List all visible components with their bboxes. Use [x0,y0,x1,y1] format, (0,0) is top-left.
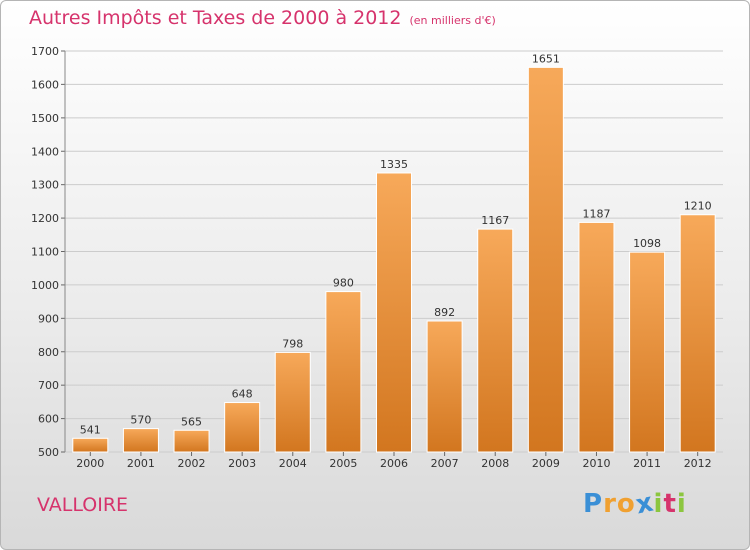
chart-subtitle: (en milliers d'€) [409,14,496,27]
bar-value-label: 1651 [532,52,560,65]
bar-2009 [527,66,564,453]
bar-2008 [477,228,514,453]
bar-2000 [72,437,109,453]
y-tick-label: 600 [38,413,59,426]
bar-2002 [173,429,210,453]
bar-2011 [629,251,666,453]
x-tick-label: 2002 [178,457,206,470]
x-tick-label: 2003 [228,457,256,470]
x-tick-label: 2004 [279,457,307,470]
x-tick-label: 2012 [684,457,712,470]
y-tick-label: 1100 [31,246,59,259]
bar-2005 [325,291,362,453]
bar-value-label: 980 [333,277,354,290]
y-axis-ticks: 500 600 700 800 900 1000 1100 1200 1300 1400 1500 1… [31,45,66,459]
x-tick-label: 2000 [76,457,104,470]
bar-value-label: 798 [282,337,303,350]
place-name: VALLOIRE [37,494,129,516]
x-axis-ticks: 2000 2001 2002 2003 2004 2005 2006 2007 2008 2009… [76,452,712,470]
bar-2010 [578,221,615,453]
y-tick-label: 500 [38,446,59,459]
logo-letter: o [616,489,636,519]
chart-title: Autres Impôts et Taxes de 2000 à 2012 (en… [29,7,496,29]
bar-value-label: 1335 [380,158,408,171]
bar-value-label: 1187 [582,207,610,220]
x-tick-label: 2006 [380,457,408,470]
bar-2006 [376,172,412,453]
bar-value-label: 1210 [684,200,712,213]
x-tick-label: 2011 [633,457,661,470]
bar-2003 [224,402,261,453]
bar-value-label: 1098 [633,237,661,250]
bars: 541 570 565 648 798 980 1335 892 1167 1651 1187 109… [72,52,716,453]
y-tick-label: 1400 [31,145,59,158]
bar-value-label: 541 [80,423,101,436]
y-tick-label: 1500 [31,112,59,125]
proxiti-logo: Proxiti [583,487,687,520]
x-tick-label: 2009 [532,457,560,470]
bar-value-label: 570 [130,414,151,427]
logo-letter: i [676,489,687,519]
y-tick-label: 800 [38,346,59,359]
y-tick-label: 900 [38,312,59,325]
bar-2012 [679,214,716,453]
y-tick-label: 700 [38,379,59,392]
x-tick-label: 2010 [582,457,610,470]
y-tick-label: 1300 [31,179,59,192]
logo-letter: t [663,489,677,519]
logo-letter: P [583,489,604,519]
logo-letter: i [653,489,664,519]
chart-title-text: Autres Impôts et Taxes de 2000 à 2012 [29,7,402,29]
y-tick-label: 1000 [31,279,59,292]
bar-value-label: 1167 [481,214,509,227]
bar-2001 [122,428,159,453]
x-tick-label: 2001 [127,457,155,470]
y-tick-label: 1700 [31,45,59,58]
x-tick-label: 2005 [329,457,357,470]
logo-letter: r [603,489,617,519]
bar-2007 [426,320,463,453]
y-tick-label: 1200 [31,212,59,225]
bar-value-label: 565 [181,415,202,428]
bar-value-label: 648 [232,388,253,401]
y-tick-label: 1600 [31,78,59,91]
bar-value-label: 892 [434,306,455,319]
bar-2004 [274,351,311,453]
x-tick-label: 2008 [481,457,509,470]
x-tick-label: 2007 [431,457,459,470]
